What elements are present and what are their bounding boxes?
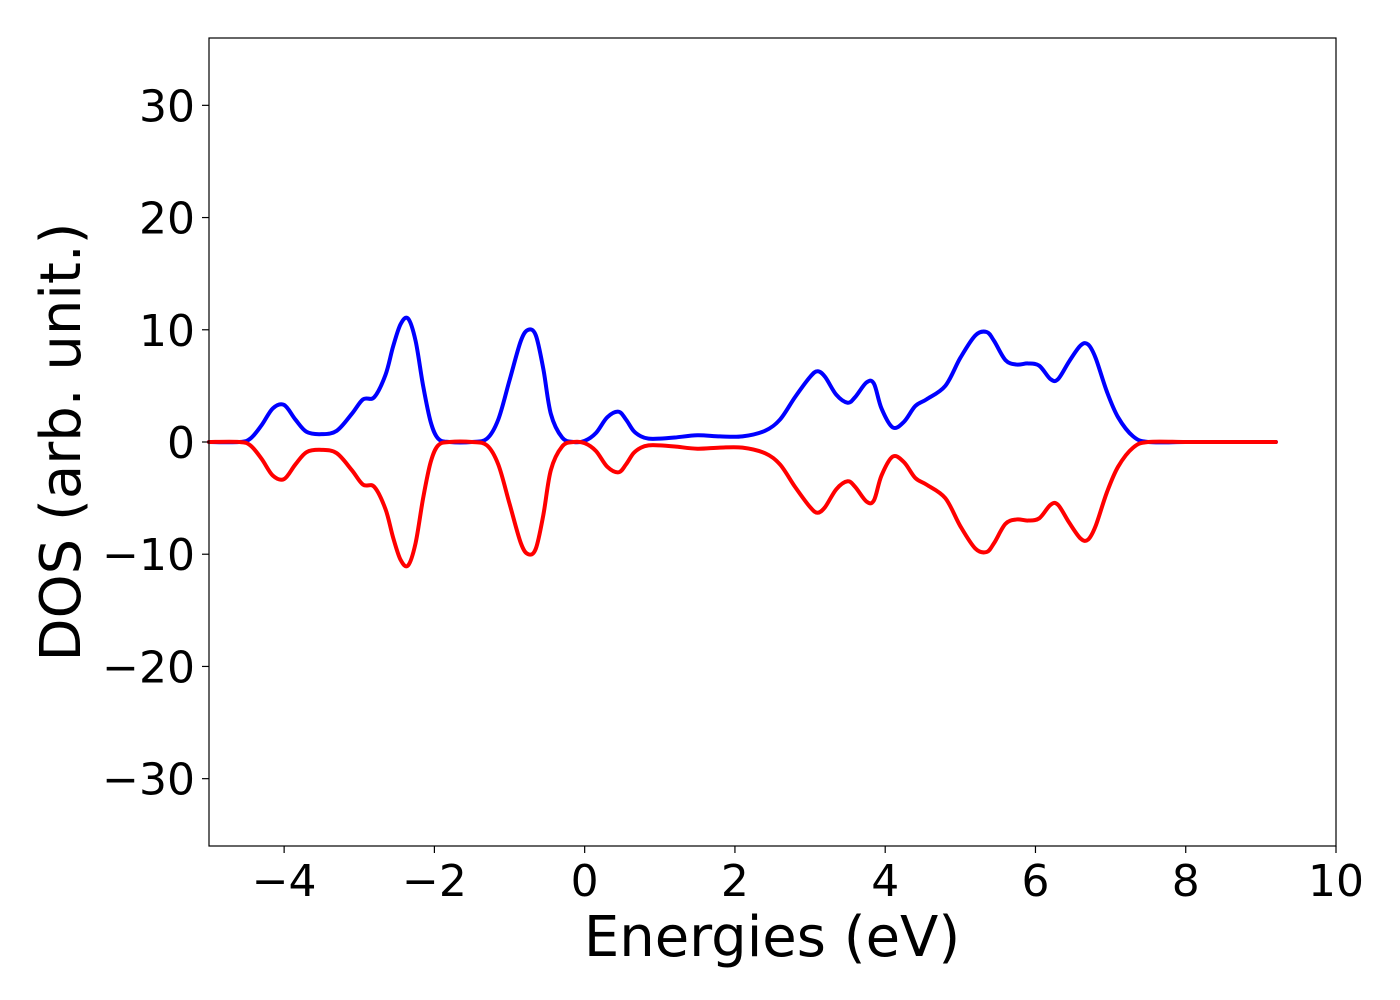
y-tick-label: −20 (102, 642, 195, 693)
x-tick-label: −2 (402, 856, 467, 907)
y-axis-label: DOS (arb. unit.) (29, 222, 94, 661)
x-tick-label: 8 (1172, 856, 1200, 907)
x-tick-label: 2 (721, 856, 749, 907)
y-tick-label: 20 (139, 194, 195, 245)
y-tick-label: −30 (102, 755, 195, 806)
x-tick-label: 4 (871, 856, 899, 907)
x-tick-label: 6 (1021, 856, 1049, 907)
dos-spin-down-line (207, 439, 1278, 569)
y-tick-label: 0 (167, 418, 195, 469)
dos-spin-up-line (207, 315, 1278, 445)
x-tick-label: −4 (252, 856, 317, 907)
y-tick-label: 10 (139, 306, 195, 357)
series-layer (207, 315, 1278, 569)
y-tick-label: −10 (102, 530, 195, 581)
x-tick-label: 0 (571, 856, 599, 907)
x-tick-label: 10 (1308, 856, 1364, 907)
x-axis-label: Energies (eV) (584, 905, 960, 970)
y-axis-ticks: 30 20 10 0 −10 −20 −30 (102, 81, 209, 806)
x-axis-ticks: −4 −2 0 2 4 6 8 10 (252, 846, 1364, 907)
y-tick-label: 30 (139, 81, 195, 132)
